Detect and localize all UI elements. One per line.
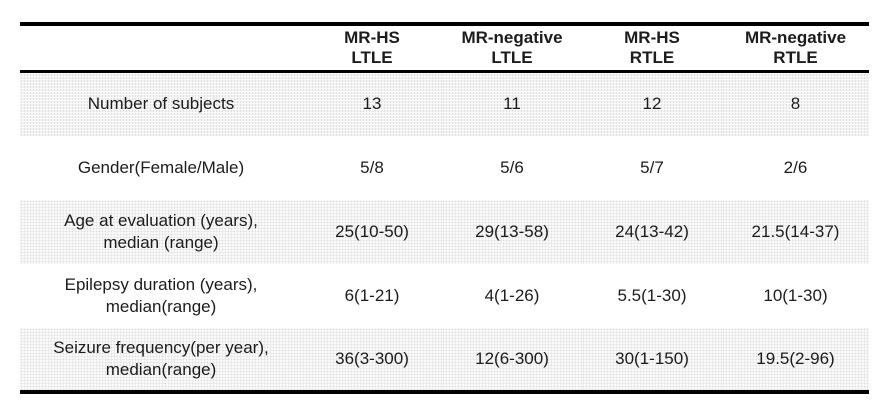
row-label-line: Seizure frequency(per year), xyxy=(53,337,269,357)
row-label-line: Number of subjects xyxy=(87,94,235,114)
cell-value: 12(6-300) xyxy=(442,327,582,392)
row-label: Seizure frequency(per year), median(rang… xyxy=(20,327,302,392)
cell-value: 5/7 xyxy=(640,157,664,177)
row-label-column-header xyxy=(20,24,302,73)
table-row-seizure-frequency: Seizure frequency(per year), median(rang… xyxy=(20,327,869,392)
table-body: Number of subjects 13 11 12 8 Gender(Fem… xyxy=(20,71,869,392)
cell-value: 36(3-300) xyxy=(302,327,442,392)
column-header-line1: MR-negative xyxy=(461,28,563,47)
row-label-line: median (range) xyxy=(103,232,219,252)
row-label-line: median(range) xyxy=(105,296,217,316)
cell-value: 5/6 xyxy=(500,157,524,177)
column-header-mr-negative-rtle: MR-negative RTLE xyxy=(722,24,869,73)
cell-value: 24(13-42) xyxy=(582,199,722,264)
cell-value: 2/6 xyxy=(783,157,808,177)
table-row-epilepsy-duration: Epilepsy duration (years), median(range)… xyxy=(20,264,869,328)
cell-value: 21.5(14-37) xyxy=(722,199,869,264)
column-header-mr-hs-ltle: MR-HS LTLE xyxy=(302,24,442,73)
row-label-line: Age at evaluation (years), xyxy=(64,210,258,230)
cell-value: 30(1-150) xyxy=(582,327,722,392)
cell-value: 5.5(1-30) xyxy=(617,285,687,305)
cell-value: 11 xyxy=(442,71,582,136)
column-header-line2: LTLE xyxy=(351,48,393,67)
header-row: MR-HS LTLE MR-negative LTLE MR-HS RTLE M… xyxy=(20,24,869,73)
row-label-line: Epilepsy duration (years), xyxy=(64,274,258,294)
cell-value: 10(1-30) xyxy=(763,285,828,305)
table-row-gender: Gender(Female/Male) 5/8 5/6 5/7 2/6 xyxy=(20,136,869,200)
cell-value: 4(1-26) xyxy=(484,285,540,305)
column-header-line1: MR-HS xyxy=(344,28,400,47)
cell-value: 25(10-50) xyxy=(302,199,442,264)
column-header-line1: MR-HS xyxy=(624,28,680,47)
table-header: MR-HS LTLE MR-negative LTLE MR-HS RTLE M… xyxy=(20,24,869,73)
cell-value: 13 xyxy=(302,71,442,136)
column-header-mr-negative-ltle: MR-negative LTLE xyxy=(442,24,582,73)
row-label: Age at evaluation (years), median (range… xyxy=(20,199,302,264)
cell-value: 5/8 xyxy=(360,157,384,177)
column-header-line2: LTLE xyxy=(491,48,533,67)
row-label: Epilepsy duration (years), median(range) xyxy=(20,264,302,328)
cell-value: 12 xyxy=(582,71,722,136)
column-header-mr-hs-rtle: MR-HS RTLE xyxy=(582,24,722,73)
row-label: Gender(Female/Male) xyxy=(20,136,302,200)
cell-value: 29(13-58) xyxy=(442,199,582,264)
table-row-number-of-subjects: Number of subjects 13 11 12 8 xyxy=(20,71,869,136)
cell-value: 8 xyxy=(722,71,869,136)
column-header-line1: MR-negative xyxy=(744,28,847,47)
subject-demographics-table: MR-HS LTLE MR-negative LTLE MR-HS RTLE M… xyxy=(20,22,869,394)
row-label: Number of subjects xyxy=(20,71,302,136)
cell-value: 6(1-21) xyxy=(344,285,400,305)
row-label-line: median(range) xyxy=(105,359,217,379)
table-row-age-at-evaluation: Age at evaluation (years), median (range… xyxy=(20,199,869,264)
column-header-line2: RTLE xyxy=(629,48,675,67)
cell-value: 19.5(2-96) xyxy=(722,327,869,392)
row-label-line: Gender(Female/Male) xyxy=(77,157,245,177)
column-header-line2: RTLE xyxy=(773,48,818,67)
